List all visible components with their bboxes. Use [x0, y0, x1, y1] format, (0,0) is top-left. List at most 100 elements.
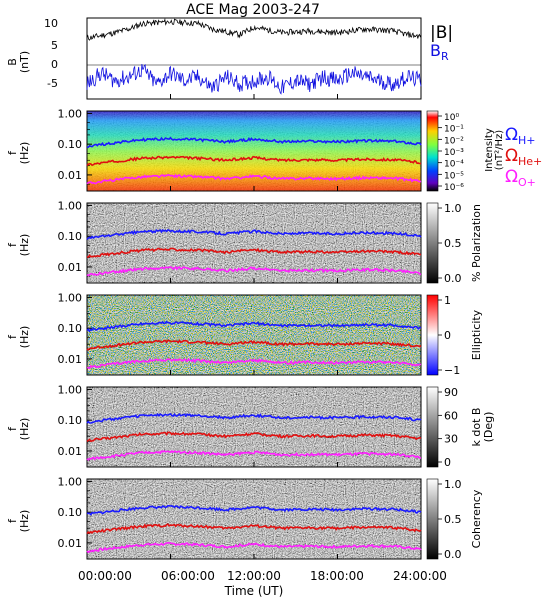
he-plus-gyro-line — [86, 523, 422, 535]
xtick-label: 00:00:00 — [78, 569, 132, 583]
he-plus-gyro-line — [86, 155, 422, 167]
f-axis-unit: (Hz) — [18, 326, 31, 349]
field-y-ticks: 10 5 0 -5 — [44, 17, 58, 90]
f-axis-label: f — [6, 150, 19, 155]
field-total-line — [86, 17, 422, 41]
colorbar-tick-label: 10⁻⁵ — [444, 171, 464, 181]
colorbar-tick-label: 10⁻⁶ — [444, 183, 464, 193]
f-axis-label: f — [6, 518, 19, 523]
intensity-colorbar-unit: (nT²/Hz) — [494, 130, 505, 170]
polarization-colorbar — [426, 202, 439, 284]
h-plus-gyro-line — [86, 228, 422, 241]
kdotb-colorbar — [426, 386, 439, 468]
f-tick-label: 1.00 — [58, 291, 83, 304]
f-axis-label: f — [6, 242, 19, 247]
f-tick-label: 0.01 — [58, 353, 83, 366]
h-plus-gyro-line — [86, 412, 422, 424]
xtick-label: 24:00:00 — [393, 569, 447, 583]
f-tick-label: 0.10 — [58, 230, 83, 243]
ellipticity-panel: Ellipticity — [86, 294, 483, 376]
o-plus-gyro-line — [86, 449, 422, 461]
o-plus-gyro-line — [86, 173, 422, 185]
colorbar-tick-label: 10⁰ — [444, 113, 459, 123]
f-tick-label: 0.10 — [58, 322, 83, 335]
f-tick-label: 0.01 — [58, 169, 83, 182]
f-tick-label: 0.01 — [58, 445, 83, 458]
legend-he-plus: ΩHe+ — [505, 146, 542, 168]
x-axis-title: Time (UT) — [224, 584, 284, 598]
f-axis-unit: (Hz) — [18, 234, 31, 257]
polarization-colorbar-label: % Polarization — [470, 204, 483, 282]
f-tick-label: 1.00 — [58, 107, 83, 120]
f-axis-unit: (Hz) — [18, 142, 31, 165]
xtick-label: 12:00:00 — [227, 569, 281, 583]
f-axis-label: f — [6, 426, 19, 431]
colorbar-tick-label: 60 — [444, 409, 458, 422]
colorbar-tick-label: 10⁻² — [444, 136, 464, 146]
coherency-colorbar-label: Coherency — [470, 489, 483, 548]
field-ylabel-unit: (nT) — [18, 51, 31, 73]
h-plus-gyro-line — [87, 504, 422, 516]
f-tick-label: 0.10 — [58, 506, 83, 519]
ellipticity-colorbar-label: Ellipticity — [470, 309, 483, 360]
field-radial-line — [86, 63, 422, 95]
he-plus-gyro-line — [86, 247, 422, 258]
h-plus-gyro-line — [86, 320, 422, 333]
he-plus-gyro-line — [86, 431, 422, 443]
field-ytick-label: 5 — [51, 39, 58, 52]
colorbar-tick-label: 0 — [444, 456, 451, 469]
colorbar-tick-label: 0.0 — [444, 548, 462, 561]
intensity-texture — [87, 111, 421, 191]
colorbar-tick-label: 10⁻⁴ — [444, 160, 464, 170]
kdotb-colorbar-unit: (Deg) — [482, 412, 495, 443]
field-panel: 10 5 0 -5 B (nT) |B| BR — [6, 17, 453, 100]
coherency-spectrogram — [87, 479, 421, 559]
colorbar-tick-label: 90 — [444, 386, 458, 399]
f-tick-label: 1.00 — [58, 475, 83, 488]
coherency-colorbar — [426, 478, 439, 560]
he-plus-gyro-line — [86, 339, 422, 351]
xtick-label: 18:00:00 — [310, 569, 364, 583]
ellipticity-colorbar — [426, 294, 439, 376]
f-tick-label: 1.00 — [58, 199, 83, 212]
generated-marks: f (Hz)1.000.100.0110⁰10⁻¹10⁻²10⁻³10⁻⁴10⁻⁵… — [6, 94, 464, 561]
colorbar-tick-label: 0.5 — [444, 513, 462, 526]
colorbar-tick-label: 1.0 — [444, 478, 462, 491]
o-plus-gyro-line — [86, 541, 422, 554]
legend-radial-field: BR — [430, 41, 449, 63]
coherency-panel: Coherency — [86, 478, 483, 560]
f-tick-label: 0.10 — [58, 138, 83, 151]
field-ytick-label: 10 — [44, 17, 58, 30]
field-ytick-label: -5 — [47, 77, 58, 90]
colorbar-tick-label: −1 — [444, 364, 460, 377]
colorbar-tick-label: 0.5 — [444, 237, 462, 250]
f-tick-label: 0.01 — [58, 261, 83, 274]
f-axis-unit: (Hz) — [18, 510, 31, 533]
field-ylabel: B — [6, 58, 19, 66]
colorbar-tick-label: 0.0 — [444, 272, 462, 285]
legend-h-plus: ΩH+ — [505, 125, 536, 147]
field-ytick-label: 0 — [51, 58, 58, 71]
colorbar-tick-label: 10⁻¹ — [444, 125, 464, 135]
figure-title: ACE Mag 2003-247 — [186, 2, 320, 18]
kdotb-colorbar-label: k dot B — [470, 408, 483, 447]
colorbar-tick-label: 1 — [444, 294, 451, 307]
intensity-colorbar — [426, 110, 439, 192]
f-tick-label: 0.10 — [58, 414, 83, 427]
o-plus-gyro-line — [86, 265, 422, 277]
colorbar-tick-label: 30 — [444, 433, 458, 446]
f-tick-label: 1.00 — [58, 383, 83, 396]
f-axis-unit: (Hz) — [18, 418, 31, 441]
kdotb-spectrogram — [87, 387, 421, 467]
xtick-label: 06:00:00 — [161, 569, 215, 583]
f-axis-label: f — [6, 334, 19, 339]
o-plus-gyro-line — [86, 358, 422, 370]
colorbar-tick-label: 1.0 — [444, 202, 462, 215]
legend-o-plus: ΩO+ — [505, 167, 536, 189]
colorbar-tick-label: 10⁻³ — [444, 148, 464, 158]
intensity-colorbar-label: Intensity — [484, 128, 495, 172]
f-tick-label: 0.01 — [58, 537, 83, 550]
legend-total-field: |B| — [430, 23, 453, 43]
h-plus-gyro-line — [86, 136, 422, 149]
